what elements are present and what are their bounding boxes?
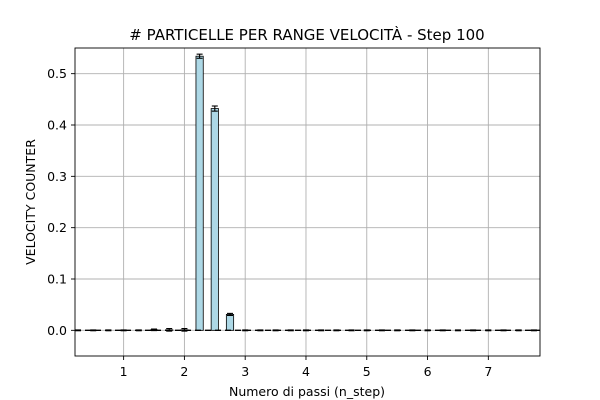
histogram-bar	[210, 108, 219, 331]
x-tick-label: 7	[484, 364, 492, 379]
y-tick-label: 0.5	[47, 66, 67, 81]
chart-title: # PARTICELLE PER RANGE VELOCITÀ - Step 1…	[129, 25, 484, 44]
x-tick-label: 5	[363, 364, 371, 379]
x-axis-label: Numero di passi (n_step)	[229, 384, 385, 399]
y-tick-label: 0.3	[47, 169, 67, 184]
x-tick-label: 1	[120, 364, 128, 379]
y-tick-label: 0.2	[47, 220, 67, 235]
y-tick-label: 0.4	[47, 118, 67, 133]
y-tick-label: 0.1	[47, 272, 67, 287]
x-tick-label: 2	[180, 364, 188, 379]
x-tick-label: 6	[424, 364, 432, 379]
ticks-layer: 1 2 3 4 5 6 7 0.0 0.1 0.2 0.3 0.4 0.5	[47, 66, 492, 379]
grid-layer	[75, 48, 540, 356]
x-tick-label: 3	[241, 364, 249, 379]
histogram-bar	[225, 314, 235, 331]
histogram-bar	[195, 55, 204, 331]
x-tick-label: 4	[302, 364, 310, 379]
y-tick-label: 0.0	[47, 323, 67, 338]
y-axis-label: VELOCITY COUNTER	[23, 139, 38, 265]
plot-frame	[74, 47, 541, 357]
